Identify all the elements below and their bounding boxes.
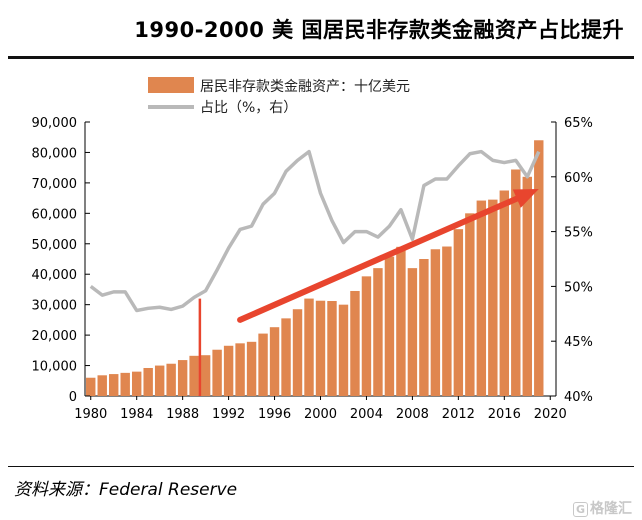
right-tick-label: 65% <box>564 116 593 131</box>
left-tick-label: 30,000 <box>32 299 78 314</box>
right-tick-label: 60% <box>564 171 593 186</box>
bar-1982 <box>109 374 119 396</box>
right-axis-ticks: 40% 45% 50% 55% 60% 65% <box>551 116 593 405</box>
bar-2019 <box>534 140 544 396</box>
x-tick-label: 1996 <box>258 407 291 422</box>
watermark-logo-icon: G <box>572 501 588 517</box>
left-tick-label: 90,000 <box>32 116 78 131</box>
x-tick-label: 2020 <box>534 407 567 422</box>
x-tick-label: 2012 <box>442 407 475 422</box>
bar-2013 <box>465 213 475 396</box>
right-tick-label: 55% <box>564 226 593 241</box>
x-tick-label: 1992 <box>212 407 245 422</box>
trend-arrow-shaft <box>237 195 520 323</box>
bar-1999 <box>304 298 314 396</box>
title-bar: 1990-2000 美 国居民非存款类金融资产占比提升 <box>8 0 634 59</box>
bar-2005 <box>373 268 383 396</box>
bar-2008 <box>407 268 418 396</box>
trend-arrow-head <box>512 189 539 208</box>
bar-1992 <box>223 345 234 396</box>
left-tick-label: 20,000 <box>32 329 78 344</box>
bar-2009 <box>419 259 429 396</box>
line-group <box>89 149 541 313</box>
bar-2006 <box>384 256 395 396</box>
bar-1986 <box>154 365 165 396</box>
right-tick-label: 40% <box>564 390 593 405</box>
source-bar: 资料来源：Federal Reserve <box>8 466 634 507</box>
x-axis-ticks: 1980 1984 1988 1992 1996 2000 2004 2008 2012 2016… <box>74 396 567 422</box>
bar-1987 <box>166 363 176 396</box>
legend-bar-swatch <box>148 77 194 93</box>
watermark-text: 格隆汇 <box>590 501 632 517</box>
legend: 居民非存款类金融资产：十亿美元 占比（%，右） <box>148 77 410 116</box>
left-tick-label: 80,000 <box>32 146 78 161</box>
bar-1984 <box>131 371 142 396</box>
bar-2011 <box>442 246 452 396</box>
bar-1995 <box>258 333 268 396</box>
bar-1989 <box>189 355 199 396</box>
bar-2018 <box>522 176 532 396</box>
chart: 0 10,000 20,000 30,000 40,000 50,000 60,000 70,… <box>32 77 593 422</box>
left-axis-ticks: 0 10,000 20,000 30,000 40,000 50,000 60,000 70,… <box>32 116 90 405</box>
bar-2016 <box>499 190 510 396</box>
bar-1985 <box>143 367 153 396</box>
bar-1994 <box>246 341 257 396</box>
left-tick-label: 50,000 <box>32 238 78 253</box>
bar-2007 <box>396 246 406 396</box>
bar-1980 <box>86 377 96 396</box>
bar-2002 <box>338 304 349 396</box>
bar-2015 <box>488 199 498 396</box>
bar-2000 <box>315 300 326 396</box>
x-tick-label: 1980 <box>74 407 107 422</box>
x-tick-label: 1984 <box>120 407 153 422</box>
bar-1993 <box>235 343 245 396</box>
bar-1983 <box>120 372 130 396</box>
x-tick-label: 2004 <box>350 407 383 422</box>
bars-group <box>86 140 544 396</box>
x-tick-label: 2008 <box>396 407 429 422</box>
x-tick-label: 2000 <box>304 407 337 422</box>
bar-2004 <box>361 276 372 396</box>
x-tick-label: 2016 <box>488 407 521 422</box>
bar-2017 <box>511 169 521 396</box>
bar-1991 <box>212 349 222 396</box>
bar-2003 <box>350 290 360 396</box>
bar-2001 <box>327 301 337 396</box>
chart-title: 1990-2000 美 国居民非存款类金融资产占比提升 <box>134 18 624 42</box>
bar-2010 <box>430 249 441 396</box>
bar-1998 <box>292 309 303 396</box>
bar-1997 <box>281 318 291 396</box>
right-tick-label: 50% <box>564 280 593 295</box>
bar-1981 <box>97 375 107 396</box>
bar-1988 <box>177 360 188 396</box>
bar-2014 <box>476 200 487 396</box>
legend-label-line: 占比（%，右） <box>200 100 297 116</box>
right-tick-label: 45% <box>564 335 593 350</box>
annotations-group <box>198 189 539 396</box>
x-tick-label: 1988 <box>166 407 199 422</box>
bar-1996 <box>269 327 280 396</box>
legend-label-bar: 居民非存款类金融资产：十亿美元 <box>200 79 410 95</box>
left-tick-label: 70,000 <box>32 177 78 192</box>
left-tick-label: 0 <box>69 390 77 405</box>
watermark: G 格隆汇 <box>572 498 632 518</box>
left-tick-label: 60,000 <box>32 207 78 222</box>
left-tick-label: 10,000 <box>32 360 78 375</box>
share-line <box>89 149 541 313</box>
left-tick-label: 40,000 <box>32 268 78 283</box>
bar-2012 <box>453 229 464 396</box>
bar-1990 <box>200 355 211 396</box>
source-text: 资料来源：Federal Reserve <box>14 480 238 500</box>
